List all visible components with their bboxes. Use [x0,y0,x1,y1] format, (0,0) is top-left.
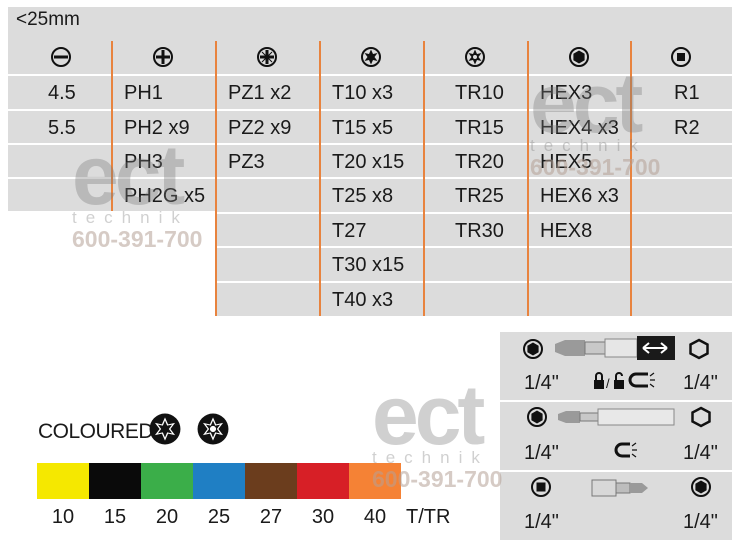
colour-swatch [193,463,245,499]
colour-swatch [89,463,141,499]
phillips-icon [153,47,173,67]
torx-coloured-icon [149,413,181,445]
adapter-right-size: 1/4" [683,372,718,394]
bit-size: T20 x15 [332,151,405,173]
adapter-left-size: 1/4" [524,372,559,394]
watermark-sub: technik [72,208,189,227]
table-header-row [8,7,732,41]
colour-suffix: T/TR [406,506,451,528]
colour-swatch [37,463,89,499]
torx-tamper-coloured-icon [197,413,229,445]
colour-size: 30 [311,506,335,528]
bit-size: R1 [674,82,700,104]
magnetic-bit-holder-icon [555,336,675,360]
hex-outline-icon [691,406,711,428]
bit-size: T27 [332,220,367,242]
bit-size: T40 x3 [332,289,394,311]
lock-magnet-icon: / [594,372,655,391]
colour-size: 25 [207,506,231,528]
adapter-right-size: 1/4" [683,442,718,464]
hex-socket-icon [691,477,711,497]
adapter-panel [500,332,732,540]
bit-size: PH2G x5 [124,185,206,207]
square-drive-icon [531,477,551,497]
bit-size: T10 x3 [332,82,394,104]
watermark-brand: ect [372,368,485,462]
colour-size: 15 [103,506,127,528]
bit-size: T15 x5 [332,117,394,139]
colour-swatch [245,463,297,499]
slotted-icon [51,47,71,67]
bit-size: PH3 [124,151,163,173]
bit-size: TR20 [455,151,504,173]
bit-size: PZ3 [228,151,265,173]
socket-adapter-icon [591,479,648,497]
bit-size: TR25 [455,185,504,207]
bit-size: PZ1 x2 [228,82,292,104]
bit-size: 5.5 [48,117,76,139]
adapter-left-size: 1/4" [524,511,559,533]
pozidriv-icon [257,47,277,67]
square-robertson-icon [671,47,691,67]
watermark-phone: 600-391-700 [72,226,203,252]
bit-holder-icon [558,408,675,426]
magnet-icon [614,442,637,458]
bit-size: PZ2 x9 [228,117,292,139]
adapter-left-size: 1/4" [524,442,559,464]
bit-size: TR30 [455,220,504,242]
size-label: <25mm [16,9,80,30]
hex-outline-icon [689,338,709,360]
colour-size: 10 [51,506,75,528]
bit-size: PH1 [124,82,163,104]
bit-size: T25 x8 [332,185,394,207]
adapter-right-size: 1/4" [683,511,718,533]
torx-icon [361,47,381,67]
bit-size: HEX5 [540,151,593,173]
svg-text:/: / [606,376,610,391]
bit-size: HEX8 [540,220,593,242]
bit-size: R2 [674,117,700,139]
colour-swatch [349,463,401,499]
colour-swatch [297,463,349,499]
torx-tamper-icon [465,47,485,67]
bit-size: HEX6 x3 [540,185,619,207]
hex-icon [569,47,589,67]
bit-size: HEX4 x3 [540,117,619,139]
colour-size: 20 [155,506,179,528]
bit-size: HEX3 [540,82,593,104]
colour-size: 40 [363,506,387,528]
bit-size: TR15 [455,117,504,139]
bit-size: TR10 [455,82,504,104]
bit-size: PH2 x9 [124,117,190,139]
bit-size: T30 x15 [332,254,405,276]
coloured-label: COLOURED [38,420,154,443]
colour-size: 27 [259,506,283,528]
hex-socket-icon [527,407,547,427]
bit-size: 4.5 [48,82,76,104]
hex-socket-icon [523,339,543,359]
colour-swatch [141,463,193,499]
